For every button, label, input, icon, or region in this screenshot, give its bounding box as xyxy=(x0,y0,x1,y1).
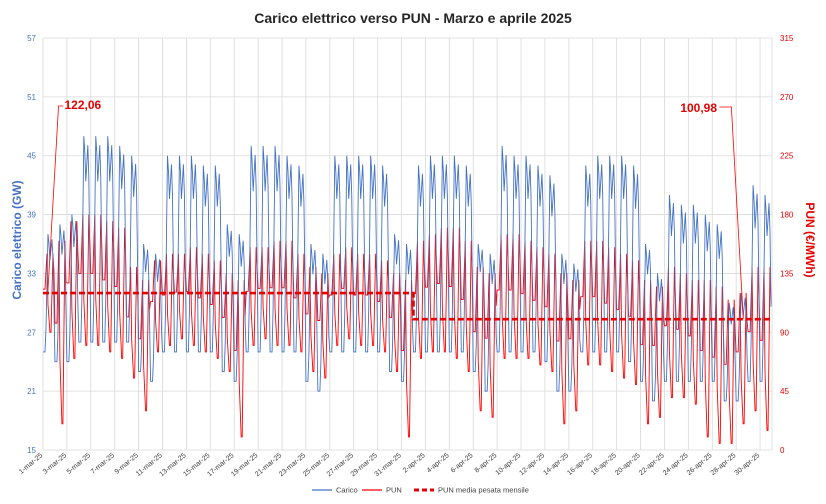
x-tick-label: 16-apr-25 xyxy=(566,452,594,477)
y-left-tick-label: 15 xyxy=(27,446,36,455)
x-tick-label: 20-apr-25 xyxy=(614,452,642,477)
y-right-tick-label: 135 xyxy=(780,269,794,278)
pun-line xyxy=(43,214,772,444)
legend-pun-label: PUN xyxy=(386,486,402,495)
y-left-tick-label: 21 xyxy=(27,387,36,396)
x-tick-label: 4-apr-25 xyxy=(426,452,451,474)
y-right-tick-label: 270 xyxy=(780,93,794,102)
x-tick-label: 24-apr-25 xyxy=(662,452,690,477)
annotations: 122,06 100,98 xyxy=(47,98,744,320)
y-right-tick-label: 225 xyxy=(780,152,794,161)
x-tick-label: 31-mar-25 xyxy=(374,452,403,478)
y-left-tick-label: 45 xyxy=(27,152,36,161)
x-tick-label: 3-mar-25 xyxy=(42,452,68,476)
y-right-tick-label: 90 xyxy=(780,328,789,337)
carico-line xyxy=(43,136,772,402)
y-left-tick-label: 57 xyxy=(27,34,36,43)
x-tick-label: 1-mar-25 xyxy=(18,452,44,476)
pun-avg-line xyxy=(43,291,772,321)
x-tick-label: 14-apr-25 xyxy=(542,452,570,477)
y-axis-left-label: Carico elettrico (GW) xyxy=(10,180,24,299)
x-tick-label: 2-apr-25 xyxy=(402,452,427,474)
legend: Carico PUN PUN media pesata mensile xyxy=(312,486,529,495)
legend-carico-label: Carico xyxy=(336,486,358,495)
x-tick-label: 7-mar-25 xyxy=(90,452,116,476)
x-tick-label: 6-apr-25 xyxy=(450,452,475,474)
y-left-tick-label: 51 xyxy=(27,93,36,102)
y-left-tick-label: 39 xyxy=(27,211,36,220)
x-tick-label: 28-apr-25 xyxy=(710,452,738,477)
y-axis-right-label: PUN (€/MWh) xyxy=(803,202,817,277)
x-tick-label: 5-mar-25 xyxy=(66,452,92,476)
chart-title: Carico elettrico verso PUN - Marzo e apr… xyxy=(254,10,572,26)
y-right-tick-label: 180 xyxy=(780,211,794,220)
x-tick-label: 30-apr-25 xyxy=(734,452,762,477)
annotation-april-avg: 100,98 xyxy=(680,101,717,115)
y-right-tick-label: 45 xyxy=(780,387,789,396)
legend-avg-label: PUN media pesata mensile xyxy=(438,486,529,495)
plot-area xyxy=(43,136,772,444)
x-tick-label: 22-apr-25 xyxy=(638,452,666,477)
x-tick-label: 12-apr-25 xyxy=(518,452,546,477)
y-right-tick-label: 0 xyxy=(780,446,785,455)
y-right-tick-label: 315 xyxy=(780,34,794,43)
x-tick-label: 26-apr-25 xyxy=(686,452,714,477)
y-left-tick-label: 27 xyxy=(27,328,36,337)
annotation-leader-march xyxy=(47,105,64,294)
x-tick-label: 18-apr-25 xyxy=(590,452,618,477)
gridlines xyxy=(42,37,773,451)
annotation-march-avg: 122,06 xyxy=(65,98,102,112)
x-tick-label: 10-apr-25 xyxy=(495,452,523,477)
annotation-leader-april xyxy=(719,106,744,320)
y-left-tick-label: 33 xyxy=(27,269,36,278)
